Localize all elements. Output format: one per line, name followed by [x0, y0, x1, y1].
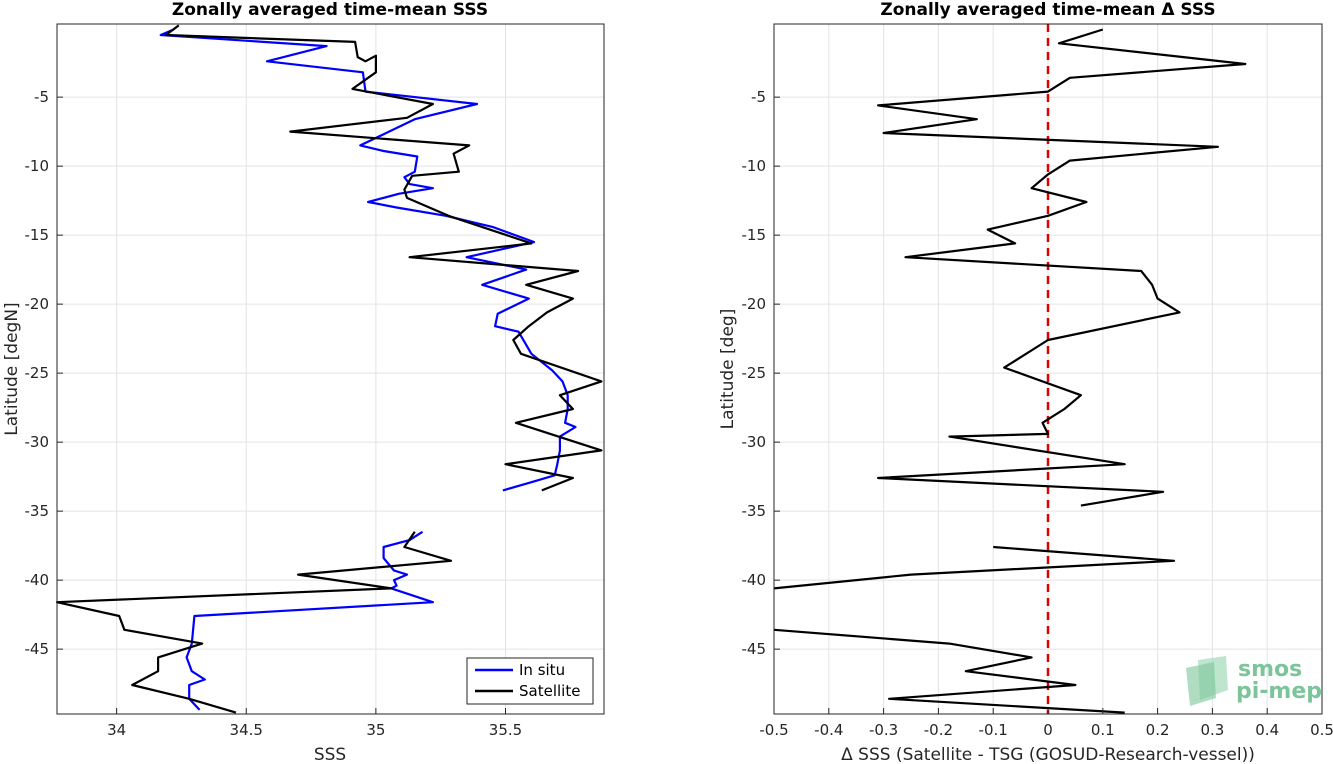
x-tick-label: -0.5 — [759, 721, 788, 739]
y-tick-label: -35 — [742, 502, 767, 520]
series-line-satellite-segment-1 — [164, 24, 603, 492]
y-tick-label: -5 — [34, 88, 49, 106]
series-line-delta-sss-segment-3 — [773, 628, 1125, 714]
y-axis-label-right: Latitude [deg] — [718, 309, 738, 430]
y-tick-label: -40 — [25, 571, 50, 589]
y-ticks-left: -5 -10 -15 -20 -25 -30 -35 -40 -45 — [25, 88, 63, 658]
series-line-in-situ-segment-2 — [185, 530, 434, 711]
y-tick-label: -15 — [25, 226, 50, 244]
logo-text-pi-mep: pi-mep — [1236, 679, 1322, 704]
series-line-satellite-segment-2 — [55, 531, 453, 714]
y-ticks-right: -5 -10 -15 -20 -25 -30 -35 -40 -45 — [742, 88, 780, 658]
y-tick-label: -15 — [742, 226, 767, 244]
y-tick-label: -40 — [742, 571, 767, 589]
chart-title-left: Zonally averaged time-mean SSS — [172, 0, 488, 20]
x-axis-label-right: Δ SSS (Satellite - TSG (GOSUD-Research-v… — [841, 745, 1255, 764]
x-tick-label: 0.3 — [1200, 721, 1224, 739]
x-tick-label: 35 — [366, 721, 385, 739]
panel-left-sss: 34 34.5 35 35.5 -5-10-15-20-25-30-35-40-45 … — [2, 0, 605, 764]
axes-box-left — [56, 23, 605, 715]
y-tick-label: -20 — [25, 295, 50, 313]
x-tick-label: 0.2 — [1146, 721, 1170, 739]
series-group-right — [773, 28, 1247, 714]
y-tick-label: -25 — [742, 364, 767, 382]
legend-label-in-situ: In situ — [519, 661, 565, 679]
x-ticks-left: 34 34.5 35 35.5 — [107, 708, 522, 739]
series-line-delta-sss-segment-2 — [773, 545, 1176, 590]
legend-label-satellite: Satellite — [519, 682, 580, 700]
y-tick-label: -5 — [751, 88, 766, 106]
x-tick-label: 35.5 — [489, 721, 522, 739]
x-tick-label: 34 — [107, 721, 126, 739]
y-tick-label: -45 — [742, 640, 767, 658]
y-tick-label: -10 — [25, 157, 50, 175]
x-tick-label: -0.4 — [814, 721, 843, 739]
smos-pi-mep-logo: smos pi-mep — [1186, 656, 1322, 706]
series-line-in-situ-segment-1 — [159, 28, 577, 492]
y-tick-label: -10 — [742, 157, 767, 175]
logo-text-smos: smos — [1238, 657, 1302, 682]
series-line-delta-sss-segment-1 — [876, 28, 1247, 507]
x-tick-label: 0 — [1043, 721, 1053, 739]
x-tick-label: 0.5 — [1310, 721, 1333, 739]
legend-box — [466, 657, 594, 705]
x-tick-label: 0.4 — [1255, 721, 1279, 739]
y-tick-label: -25 — [25, 364, 50, 382]
logo-wave-icon-2 — [1186, 662, 1216, 706]
y-tick-label: -45 — [25, 640, 50, 658]
series-group-left — [55, 24, 603, 714]
x-tick-label: -0.1 — [979, 721, 1008, 739]
x-ticks-right: -0.5 -0.4 -0.3 -0.2 -0.1 0 0.1 0.2 0.3 0.4 0.5 — [759, 708, 1333, 739]
y-axis-label-left: Latitude [degN] — [2, 302, 22, 435]
panel-right-delta-sss: -0.5 -0.4 -0.3 -0.2 -0.1 0 0.1 0.2 0.3 0.4 0.5 -5-… — [718, 0, 1333, 764]
y-tick-label: -20 — [742, 295, 767, 313]
chart-title-right: Zonally averaged time-mean Δ SSS — [880, 0, 1215, 20]
y-tick-label: -35 — [25, 502, 50, 520]
x-tick-label: 34.5 — [230, 721, 263, 739]
y-tick-label: -30 — [742, 433, 767, 451]
x-tick-label: -0.3 — [869, 721, 898, 739]
y-tick-label: -30 — [25, 433, 50, 451]
x-tick-label: -0.2 — [924, 721, 953, 739]
x-axis-label-left: SSS — [314, 745, 346, 764]
legend: In situ Satellite — [466, 657, 594, 705]
x-tick-label: 0.1 — [1091, 721, 1115, 739]
